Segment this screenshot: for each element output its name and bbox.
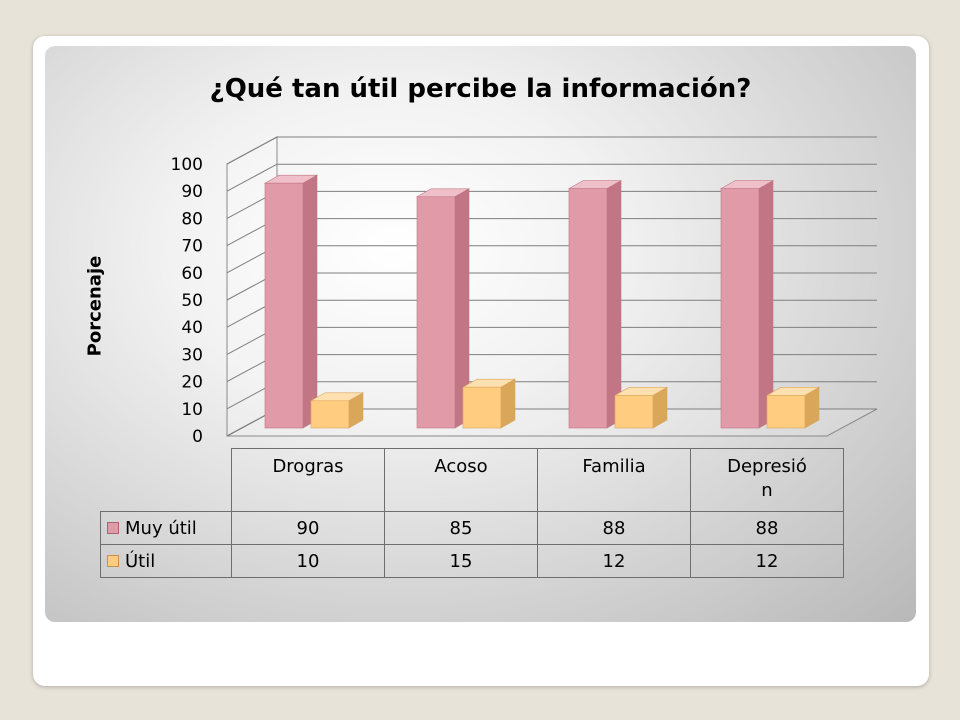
bar-muy-util <box>416 196 456 429</box>
data-table: Drogras Acoso Familia Depresió n Muy úti… <box>100 448 844 578</box>
legend-swatch <box>107 554 119 567</box>
y-tick-label: 0 <box>192 427 203 447</box>
gridline-side <box>226 163 278 192</box>
y-tick-label: 30 <box>181 345 203 365</box>
category-label: Depresió n <box>690 448 844 512</box>
bar-muy-util <box>264 182 304 429</box>
data-table-row-muy-util: Muy útil 90 85 88 88 <box>100 511 844 545</box>
data-cell: 10 <box>231 544 385 578</box>
chart-area: ¿Qué tan útil percibe la información? Po… <box>45 46 916 622</box>
data-cell: 12 <box>690 544 844 578</box>
bar-muy-util <box>568 188 608 429</box>
data-cell: 15 <box>384 544 538 578</box>
bar-util <box>766 395 806 429</box>
series-name: Muy útil <box>125 517 197 539</box>
bar-util <box>310 400 350 429</box>
data-cell: 90 <box>231 511 385 545</box>
data-table-row-util: Útil 10 15 12 12 <box>100 544 844 578</box>
data-cell: 12 <box>537 544 691 578</box>
bar-chart-plot: 0 10 20 30 40 50 60 70 80 90 100 <box>171 136 878 447</box>
legend-entry-util: Útil <box>100 544 232 578</box>
y-tick-label: 40 <box>181 318 203 338</box>
bar-side <box>606 180 622 429</box>
y-tick-label: 100 <box>171 155 203 175</box>
bar-side <box>302 174 318 429</box>
chart-title: ¿Qué tan útil percibe la información? <box>209 74 752 104</box>
data-cell: 88 <box>690 511 844 545</box>
bar-side <box>500 378 516 429</box>
y-tick-label: 90 <box>181 182 203 202</box>
series-name: Útil <box>125 550 156 572</box>
bar-util <box>462 386 502 429</box>
category-label: Familia <box>537 448 691 512</box>
legend-entry-muy-util: Muy útil <box>100 511 232 545</box>
bar-muy-util <box>720 188 760 429</box>
data-cell: 85 <box>384 511 538 545</box>
y-tick-label: 50 <box>181 291 203 311</box>
data-table-header-row: Drogras Acoso Familia Depresió n <box>101 448 844 512</box>
bar-util <box>614 395 654 429</box>
y-tick-label: 10 <box>181 400 203 420</box>
y-tick-label: 70 <box>181 237 203 257</box>
bar-side <box>758 180 774 429</box>
category-label: Drogras <box>231 448 385 512</box>
category-label: Acoso <box>384 448 538 512</box>
y-tick-label: 60 <box>181 264 203 284</box>
legend-swatch <box>107 521 119 534</box>
gridline-side <box>226 136 278 165</box>
y-tick-label: 80 <box>181 209 203 229</box>
y-tick-label: 20 <box>181 373 203 393</box>
data-cell: 88 <box>537 511 691 545</box>
